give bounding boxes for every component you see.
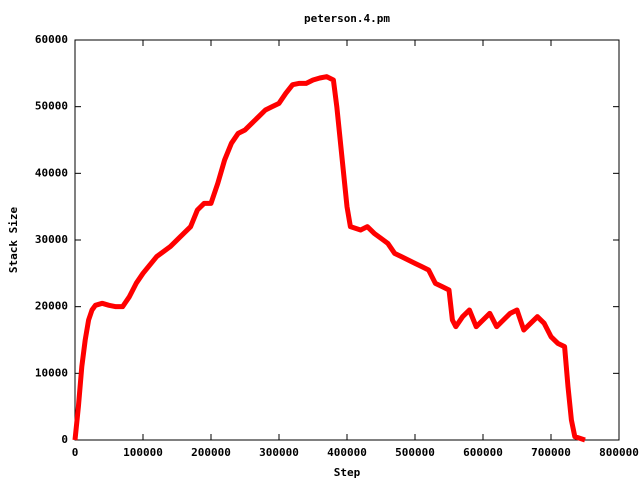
y-tick-label: 40000 [35, 166, 68, 179]
x-axis-label: Step [334, 466, 361, 479]
y-tick-label: 20000 [35, 300, 68, 313]
data-line [72, 74, 586, 443]
x-tick-label: 400000 [327, 446, 367, 459]
x-tick-label: 600000 [463, 446, 503, 459]
y-axis-label: Stack Size [7, 207, 20, 274]
x-tick-label: 100000 [123, 446, 163, 459]
x-tick-label: 0 [72, 446, 79, 459]
y-tick-label: 10000 [35, 366, 68, 379]
plot-frame [74, 39, 620, 441]
x-tick-label: 500000 [395, 446, 435, 459]
y-tick-label: 30000 [35, 233, 68, 246]
x-tick-label: 700000 [531, 446, 571, 459]
chart-title: peterson.4.pm [304, 12, 390, 25]
x-tick-label: 200000 [191, 446, 231, 459]
x-tick-label: 800000 [599, 446, 639, 459]
y-tick-label: 0 [61, 433, 68, 446]
y-tick-label: 50000 [35, 100, 68, 113]
x-tick-label: 300000 [259, 446, 299, 459]
y-tick-label: 60000 [35, 33, 68, 46]
